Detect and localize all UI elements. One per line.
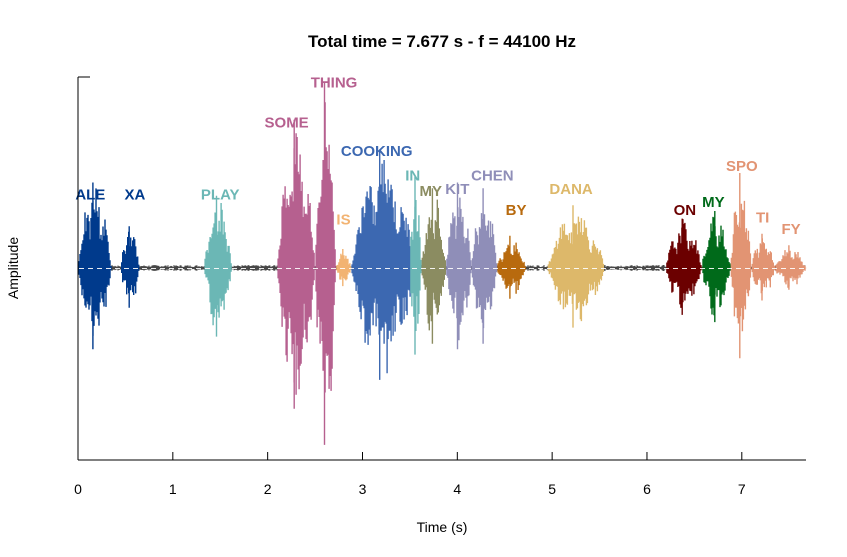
segment-label-my: MY (702, 194, 725, 211)
x-tick-label: 2 (264, 481, 272, 497)
waveform-segment-ti (751, 233, 775, 301)
segment-label-in: IN (405, 168, 420, 185)
waveform-segment-chen (471, 188, 498, 344)
waveform-segment-xa (121, 226, 140, 308)
waveform-segment-spo (730, 173, 752, 359)
waveform-segment-dana (547, 205, 605, 328)
y-axis-label: Amplitude (5, 237, 21, 299)
chart-title: Total time = 7.677 s - f = 44100 Hz (308, 32, 576, 51)
segment-label-ti: TI (756, 209, 769, 226)
x-tick-label: 1 (169, 481, 177, 497)
waveform-segment-ale (78, 182, 112, 350)
x-tick-label: 3 (359, 481, 367, 497)
x-tick-label: 4 (453, 481, 461, 497)
waveform-segment-thing (315, 81, 336, 445)
segment-label-cooking: COOKING (341, 143, 413, 160)
x-tick-label: 6 (643, 481, 651, 497)
segment-label-thing: THING (311, 75, 358, 92)
segment-label-some: SOME (265, 114, 309, 131)
waveform-group (78, 81, 807, 445)
segment-label-kit: KIT (445, 181, 469, 198)
waveform-segment-in (410, 176, 422, 355)
waveform-segment-play (204, 195, 232, 337)
waveform-segment-on (666, 218, 703, 315)
x-axis-label: Time (s) (417, 519, 468, 535)
segment-label-is: IS (336, 211, 350, 228)
waveform-segment-is (336, 249, 352, 287)
segment-label-spo: SPO (726, 158, 758, 175)
x-tick-label: 0 (74, 481, 82, 497)
segment-label-dana: DANA (549, 181, 592, 198)
segment-label-xa: XA (124, 187, 145, 204)
segment-label-chen: CHEN (471, 168, 514, 185)
waveform-segment-my (702, 211, 731, 323)
waveform-segment-some (277, 119, 315, 409)
waveform-segment-by (497, 235, 526, 299)
waveform-segment-my (421, 188, 446, 344)
segment-label-fy: FY (782, 221, 801, 238)
segment-label-on: ON (674, 202, 697, 219)
segment-label-play: PLAY (201, 187, 240, 204)
x-tick-group: 0 1 2 3 4 5 6 7 (74, 452, 746, 497)
x-tick-label: 7 (738, 481, 746, 497)
x-tick-label: 5 (548, 481, 556, 497)
segment-label-by: BY (506, 202, 527, 219)
waveform-segment-kit (446, 182, 472, 350)
waveform-segment-cooking (351, 150, 415, 380)
segment-label-my: MY (420, 183, 443, 200)
segment-label-ale: ALE (75, 187, 105, 204)
waveform-segment-fy (775, 245, 807, 290)
